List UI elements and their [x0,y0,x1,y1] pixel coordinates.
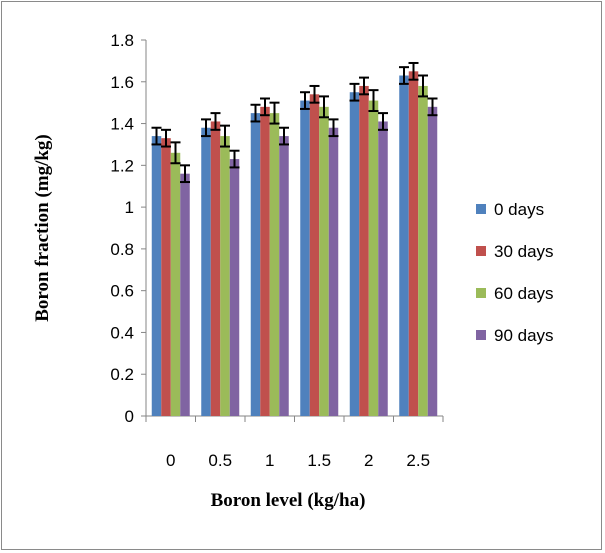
bar [250,113,261,416]
bar [260,106,270,416]
y-tick-label: 1.4 [110,115,134,134]
y-axis: 0 0.2 0.4 0.6 0.8 1 1.2 1.4 1.6 1.8 [110,31,147,426]
legend-swatch [476,246,486,256]
bar [201,127,211,416]
bar [349,92,360,416]
bar [151,136,162,417]
bar [220,136,230,417]
bar [418,85,428,416]
x-axis: 0 0.5 1 1.5 2 2.5 [145,415,444,470]
legend-swatch [476,330,486,340]
bar [210,121,221,416]
x-tick-label: 2.5 [406,451,430,470]
bar [319,106,329,416]
x-tick-label: 0.5 [208,451,232,470]
bar [408,71,419,416]
legend-label: 0 days [494,200,544,219]
legend-label: 90 days [494,326,554,345]
legend-swatch [476,204,486,214]
y-tick-label: 0.6 [110,282,134,301]
y-tick-label: 0 [125,407,134,426]
legend: 0 days 30 days 60 days 90 days [476,200,554,345]
legend-label: 30 days [494,242,554,261]
bars [151,61,438,417]
y-tick-label: 0.8 [110,240,134,259]
legend-swatch [476,288,486,298]
x-tick-label: 1 [265,451,274,470]
x-tick-label: 2 [364,451,373,470]
y-tick-label: 1 [125,198,134,217]
bar [279,136,289,417]
bar [300,100,310,417]
x-tick-label: 1.5 [307,451,331,470]
y-tick-label: 0.2 [110,365,134,384]
y-tick-label: 0.4 [110,323,134,342]
bar [269,113,280,416]
bar [368,100,379,417]
bar [359,85,369,416]
y-tick-label: 1.2 [110,156,134,175]
bar [399,75,409,416]
x-axis-title: Boron level (kg/ha) [211,490,366,511]
bar [309,94,320,417]
bar [229,159,240,417]
y-axis-title: Boron fraction (mg/kg) [32,134,53,322]
bar [170,152,181,417]
y-tick-label: 1.8 [110,31,134,50]
bar [180,173,190,416]
bar [328,127,339,416]
bar [427,106,438,416]
bar [161,138,171,416]
legend-label: 60 days [494,284,554,303]
x-tick-label: 0 [166,451,175,470]
y-tick-label: 1.6 [110,73,134,92]
bar [378,121,388,416]
